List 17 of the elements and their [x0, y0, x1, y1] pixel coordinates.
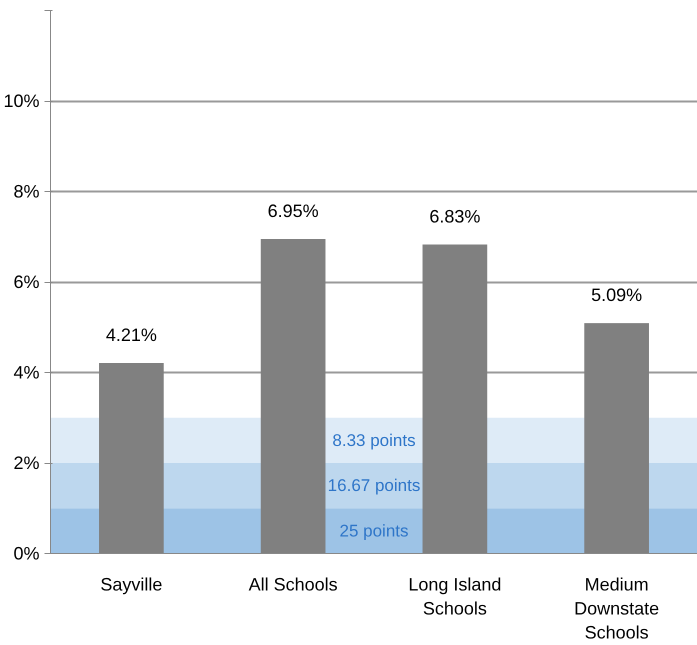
band-label: 8.33 points — [332, 430, 416, 450]
data-label: 5.09% — [591, 285, 642, 306]
band-label: 25 points — [340, 521, 408, 540]
data-label: 4.21% — [106, 324, 157, 345]
x-tick-label: All Schools — [248, 574, 338, 594]
x-tick-label: Long Island Schools — [408, 574, 502, 618]
y-tick-label: 10% — [3, 91, 40, 111]
x-tick-label: Medium Downstate Schools — [574, 574, 660, 642]
band-label: 16.67 points — [328, 476, 420, 496]
x-tick-label: Sayville — [100, 574, 162, 594]
y-tick-label: 6% — [13, 272, 40, 292]
data-label: 6.83% — [429, 206, 480, 226]
y-tick-label: 0% — [13, 544, 40, 564]
data-label: 6.95% — [268, 201, 319, 222]
y-tick-label: 8% — [13, 182, 40, 202]
y-tick-label: 4% — [13, 362, 40, 382]
y-tick-label: 2% — [13, 453, 40, 473]
